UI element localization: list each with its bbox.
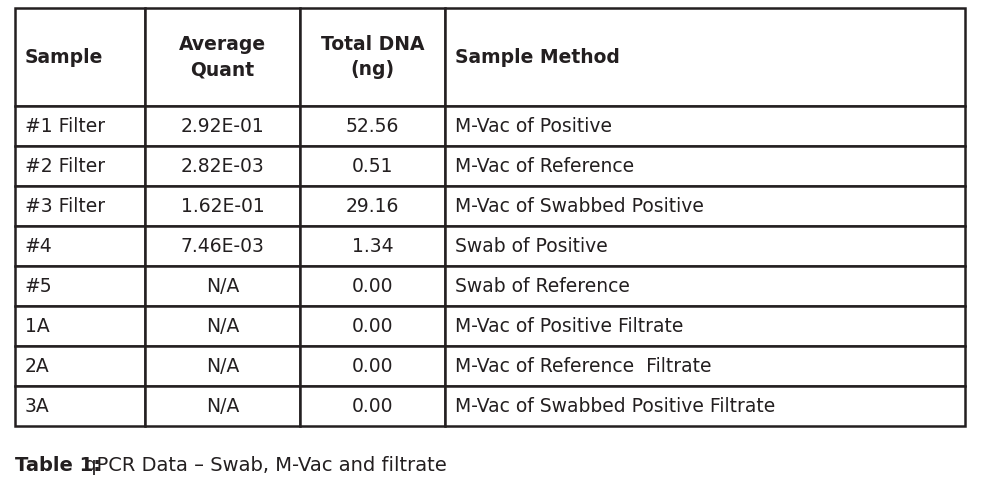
Text: Table 1:: Table 1:: [15, 456, 101, 475]
Bar: [15, 306, 145, 346]
Bar: [145, 306, 300, 346]
Bar: [15, 346, 145, 386]
Bar: [145, 186, 300, 226]
Text: M-Vac of Positive: M-Vac of Positive: [455, 116, 612, 136]
Bar: [445, 226, 965, 266]
Bar: [445, 146, 965, 186]
Bar: [15, 106, 145, 146]
Bar: [145, 106, 300, 146]
Text: #2 Filter: #2 Filter: [25, 157, 105, 176]
Text: 0.00: 0.00: [352, 276, 393, 295]
Bar: [445, 106, 965, 146]
Text: Average
Quant: Average Quant: [179, 35, 266, 79]
Text: 2A: 2A: [25, 356, 50, 376]
Bar: [300, 266, 445, 306]
Text: #5: #5: [25, 276, 53, 295]
Bar: [445, 306, 965, 346]
Bar: [445, 386, 965, 426]
Text: 1A: 1A: [25, 316, 50, 335]
Text: N/A: N/A: [206, 276, 239, 295]
Bar: [15, 146, 145, 186]
Bar: [445, 346, 965, 386]
Bar: [145, 386, 300, 426]
Bar: [445, 186, 965, 226]
Text: 1.62E-01: 1.62E-01: [181, 197, 264, 216]
Text: Sample Method: Sample Method: [455, 47, 620, 66]
Bar: [145, 346, 300, 386]
Bar: [300, 106, 445, 146]
Text: 1.34: 1.34: [352, 237, 393, 255]
Text: 52.56: 52.56: [346, 116, 399, 136]
Bar: [15, 226, 145, 266]
Bar: [445, 266, 965, 306]
Text: 2.92E-01: 2.92E-01: [181, 116, 264, 136]
Text: Swab of Positive: Swab of Positive: [455, 237, 608, 255]
Text: Sample: Sample: [25, 47, 103, 66]
Bar: [15, 8, 145, 106]
Bar: [445, 8, 965, 106]
Text: 2.82E-03: 2.82E-03: [181, 157, 264, 176]
Bar: [15, 266, 145, 306]
Text: 3A: 3A: [25, 397, 50, 416]
Text: Total DNA
(ng): Total DNA (ng): [321, 35, 424, 79]
Text: M-Vac of Reference: M-Vac of Reference: [455, 157, 634, 176]
Text: N/A: N/A: [206, 316, 239, 335]
Text: 0.00: 0.00: [352, 356, 393, 376]
Text: M-Vac of Positive Filtrate: M-Vac of Positive Filtrate: [455, 316, 683, 335]
Text: M-Vac of Reference  Filtrate: M-Vac of Reference Filtrate: [455, 356, 712, 376]
Bar: [300, 8, 445, 106]
Bar: [300, 146, 445, 186]
Text: #1 Filter: #1 Filter: [25, 116, 105, 136]
Bar: [145, 8, 300, 106]
Text: 0.00: 0.00: [352, 316, 393, 335]
Text: #3 Filter: #3 Filter: [25, 197, 105, 216]
Text: qPCR Data – Swab, M-Vac and filtrate: qPCR Data – Swab, M-Vac and filtrate: [78, 456, 447, 475]
Text: 0.00: 0.00: [352, 397, 393, 416]
Text: M-Vac of Swabbed Positive Filtrate: M-Vac of Swabbed Positive Filtrate: [455, 397, 775, 416]
Text: #4: #4: [25, 237, 53, 255]
Text: M-Vac of Swabbed Positive: M-Vac of Swabbed Positive: [455, 197, 704, 216]
Text: 29.16: 29.16: [346, 197, 399, 216]
Bar: [300, 306, 445, 346]
Text: Swab of Reference: Swab of Reference: [455, 276, 630, 295]
Bar: [300, 186, 445, 226]
Bar: [300, 226, 445, 266]
Text: 7.46E-03: 7.46E-03: [181, 237, 264, 255]
Text: N/A: N/A: [206, 397, 239, 416]
Text: 0.51: 0.51: [352, 157, 393, 176]
Bar: [145, 226, 300, 266]
Bar: [15, 186, 145, 226]
Text: N/A: N/A: [206, 356, 239, 376]
Bar: [145, 266, 300, 306]
Bar: [300, 346, 445, 386]
Bar: [300, 386, 445, 426]
Bar: [145, 146, 300, 186]
Bar: [15, 386, 145, 426]
